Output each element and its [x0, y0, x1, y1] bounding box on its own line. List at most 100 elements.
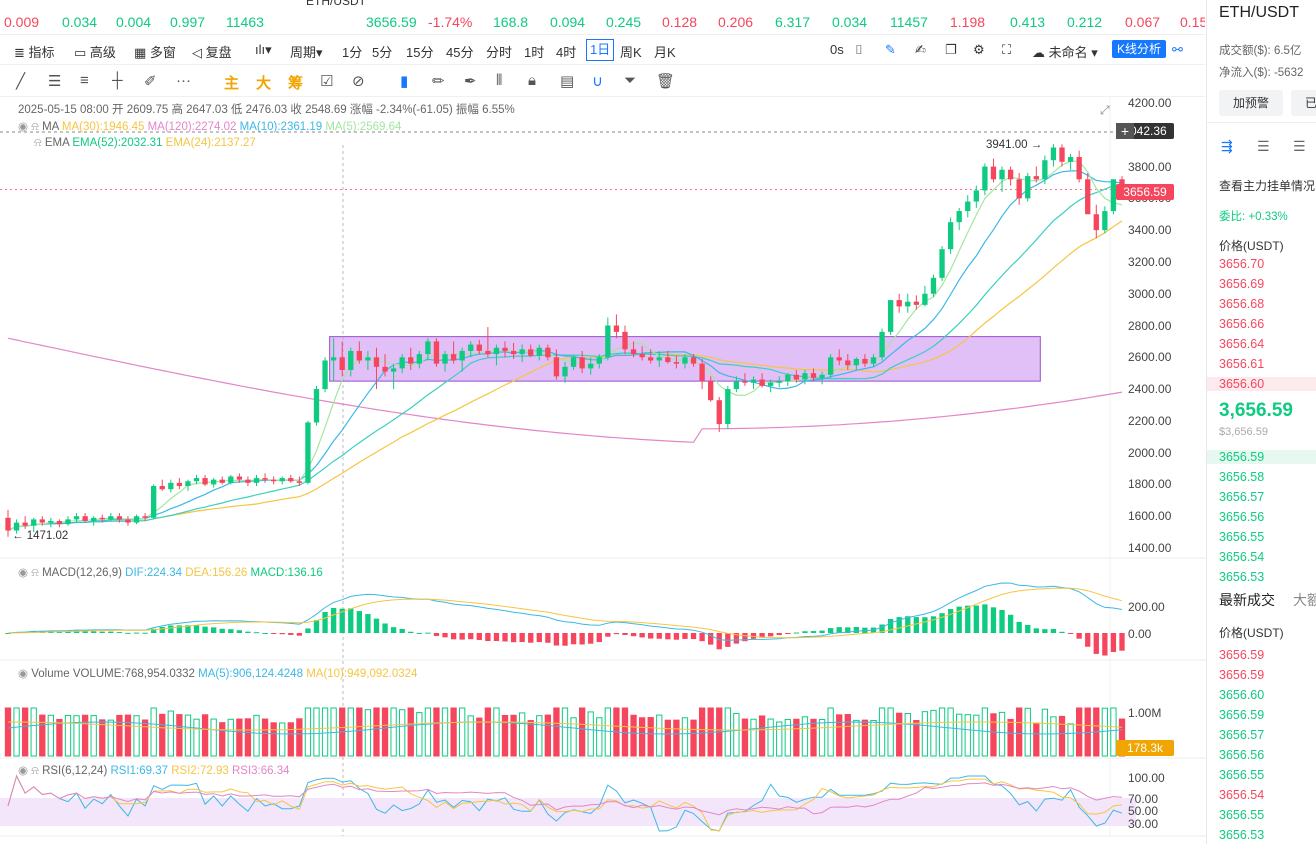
- fullscreen-icon[interactable]: ⛶: [1002, 42, 1012, 57]
- hline-icon[interactable]: ┼: [112, 72, 123, 89]
- chart-type-button[interactable]: ılı▾: [255, 42, 272, 57]
- ma-info[interactable]: ◉ ⍾ MA MA(30):1946.45 MA(120):2274.02 MA…: [18, 119, 401, 134]
- bid-row[interactable]: 3656.53: [1219, 570, 1265, 584]
- pen-icon[interactable]: ✎: [885, 42, 896, 57]
- main-force-button[interactable]: 主: [224, 75, 240, 92]
- indicator-button[interactable]: ≣ 指标: [14, 42, 55, 61]
- ticker-value[interactable]: 0.206: [718, 14, 754, 30]
- lock-icon[interactable]: 🔒︎: [528, 72, 536, 89]
- ask-row[interactable]: 3656.68: [1219, 297, 1265, 311]
- second-button[interactable]: 已: [1291, 90, 1316, 116]
- period-5m[interactable]: 5分: [372, 45, 393, 60]
- ticker-value[interactable]: 0.004: [116, 14, 152, 30]
- checklist-icon[interactable]: ☑: [320, 73, 334, 90]
- copy-icon[interactable]: ❐: [945, 42, 957, 57]
- layout-dropdown[interactable]: ☁ 未命名 ▾: [1032, 45, 1098, 60]
- add-line-icon[interactable]: +: [1116, 123, 1134, 139]
- marker-icon[interactable]: ✒: [464, 73, 477, 90]
- eye-icon[interactable]: ◉: [18, 765, 29, 777]
- big-order-button[interactable]: 大: [256, 75, 272, 92]
- ticker-value[interactable]: 0.155: [1180, 14, 1205, 30]
- eye-icon[interactable]: ◉: [18, 567, 29, 579]
- ticker-value[interactable]: 3656.59: [366, 14, 417, 30]
- magnet-icon[interactable]: ∪: [592, 73, 603, 90]
- replay-button[interactable]: ◁ 复盘: [192, 42, 232, 61]
- ticker-value[interactable]: 0.009: [4, 14, 40, 30]
- macd-info[interactable]: ◉ ⍾ MACD(12,26,9) DIF:224.34 DEA:156.26 …: [18, 565, 323, 580]
- ticker-value[interactable]: -1.74%: [428, 14, 473, 30]
- camera-icon[interactable]: ⌷: [855, 42, 863, 57]
- ticker-value[interactable]: 11463: [226, 14, 264, 30]
- bid-row[interactable]: 3656.55: [1219, 530, 1265, 544]
- ticker-value[interactable]: 0.413: [1010, 14, 1046, 30]
- ask-row[interactable]: 3656.61: [1219, 357, 1265, 371]
- add-warning-button[interactable]: 加预警: [1219, 90, 1283, 116]
- ticker-value[interactable]: 6.317: [775, 14, 811, 30]
- period-1d[interactable]: 1日: [586, 39, 615, 61]
- ask-row[interactable]: 3656.60: [1207, 377, 1316, 391]
- ask-row[interactable]: 3656.64: [1219, 337, 1265, 351]
- period-1h[interactable]: 1时: [524, 45, 545, 60]
- ticker-value[interactable]: 0.094: [550, 14, 586, 30]
- orderbook-asks-icon[interactable]: ☰: [1293, 138, 1306, 154]
- period-1m[interactable]: 1分: [342, 45, 363, 60]
- bid-row[interactable]: 3656.54: [1219, 550, 1265, 564]
- ask-row[interactable]: 3656.66: [1219, 317, 1265, 331]
- share-icon[interactable]: ⚯: [1172, 42, 1183, 57]
- bid-row[interactable]: 3656.57: [1219, 490, 1265, 504]
- edit-icon[interactable]: ✍: [915, 42, 926, 57]
- ticker-value[interactable]: 0.997: [170, 14, 206, 30]
- chips-button[interactable]: 筹: [288, 75, 304, 92]
- kline-analysis-button[interactable]: K线分析: [1112, 40, 1166, 58]
- volume-info[interactable]: ◉ Volume VOLUME:768,954.0332 MA(5):906,1…: [18, 666, 417, 680]
- ticker-value[interactable]: 168.8: [493, 14, 529, 30]
- note-icon[interactable]: ▤: [560, 73, 575, 90]
- ticker-value[interactable]: 0.128: [662, 14, 698, 30]
- rsi-info[interactable]: ◉ ⍾ RSI(6,12,24) RSI1:69.37 RSI2:72.93 R…: [18, 763, 290, 778]
- channel-icon[interactable]: ≡: [80, 72, 89, 89]
- period-15m[interactable]: 15分: [406, 45, 434, 60]
- filter-icon[interactable]: ⏷: [624, 72, 637, 89]
- bell-icon[interactable]: ⍾: [31, 121, 39, 133]
- orderbook-both-icon[interactable]: ⇶: [1221, 138, 1233, 154]
- no-draw-icon[interactable]: ⊘: [352, 73, 365, 90]
- period-timeshare[interactable]: 分时: [486, 45, 513, 60]
- eye-icon[interactable]: ◉: [18, 121, 29, 133]
- settings-icon[interactable]: ⚙: [973, 42, 985, 57]
- orderbook-bids-icon[interactable]: ☰: [1257, 138, 1270, 154]
- orderbook-link[interactable]: 查看主力挂单情况: [1219, 179, 1316, 193]
- ticker-value[interactable]: 0.034: [62, 14, 98, 30]
- bid-row[interactable]: 3656.59: [1207, 450, 1316, 464]
- advanced-button[interactable]: ▭ 高级: [74, 42, 116, 61]
- hlines-icon[interactable]: ☰: [48, 73, 62, 90]
- ticker-value[interactable]: 1.198: [950, 14, 986, 30]
- large-trades-tab[interactable]: 大额: [1293, 592, 1316, 608]
- period-45m[interactable]: 45分: [446, 45, 474, 60]
- trash-icon[interactable]: 🗑︎: [656, 73, 676, 90]
- pencil-icon[interactable]: ✏: [432, 73, 445, 90]
- ticker-value[interactable]: 11457: [890, 14, 928, 30]
- candle-icon[interactable]: ⫴: [496, 72, 503, 89]
- period-week[interactable]: 周K: [620, 45, 642, 60]
- bell-icon[interactable]: ⍾: [31, 765, 39, 777]
- expand-icon[interactable]: ⤢: [1100, 103, 1110, 117]
- bookmark-icon[interactable]: ▮: [400, 73, 409, 90]
- ticker-value[interactable]: 0.245: [606, 14, 642, 30]
- brush-icon[interactable]: ✐: [144, 73, 157, 90]
- multi-window-button[interactable]: ▦ 多窗: [134, 42, 176, 61]
- bid-row[interactable]: 3656.58: [1219, 470, 1265, 484]
- bell-icon[interactable]: ⍾: [34, 137, 42, 149]
- eye-icon[interactable]: ◉: [18, 668, 29, 680]
- period-4h[interactable]: 4时: [556, 45, 577, 60]
- trades-tab[interactable]: 最新成交: [1219, 592, 1275, 608]
- ask-row[interactable]: 3656.69: [1219, 277, 1265, 291]
- more-icon[interactable]: ···: [176, 72, 191, 89]
- period-month[interactable]: 月K: [654, 45, 676, 60]
- ticker-value[interactable]: 0.212: [1067, 14, 1103, 30]
- ticker-value[interactable]: ETH/USDT: [306, 0, 366, 8]
- ema-info[interactable]: ⍾ EMA EMA(52):2032.31 EMA(24):2137.27: [34, 137, 256, 150]
- ask-row[interactable]: 3656.70: [1219, 257, 1265, 271]
- ticker-value[interactable]: 0.067: [1125, 14, 1161, 30]
- bell-icon[interactable]: ⍾: [31, 567, 39, 579]
- trendline-icon[interactable]: ╱: [16, 73, 26, 90]
